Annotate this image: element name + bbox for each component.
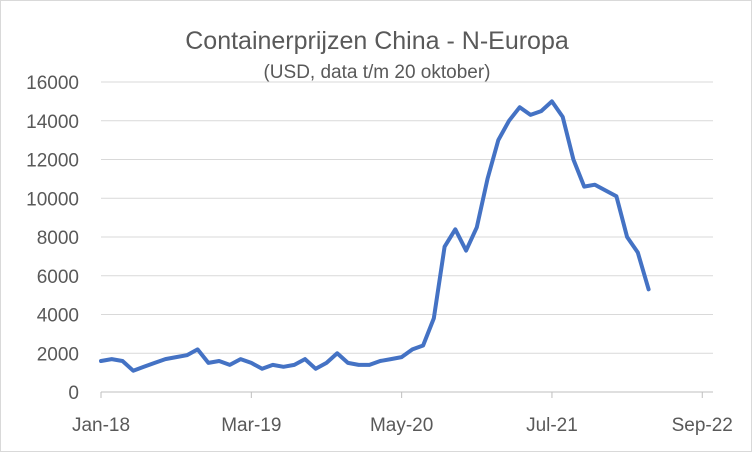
series-line — [99, 99, 651, 373]
x-tick-label: Jul-21 — [526, 415, 578, 436]
y-axis-ticks: 0 2000 4000 6000 8000 10000 12000 14000 16000 — [26, 73, 79, 404]
y-tick-label: 12000 — [26, 151, 79, 172]
x-tick-label: Mar-19 — [221, 415, 281, 436]
x-tick-label: Sep-22 — [672, 415, 733, 436]
y-tick-label: 8000 — [37, 228, 79, 249]
y-tick-label: 4000 — [37, 306, 79, 327]
x-axis: Jan-18 Mar-19 May-20 Jul-21 Sep-22 — [72, 391, 733, 436]
x-tick-label: May-20 — [370, 415, 433, 436]
y-tick-label: 6000 — [37, 267, 79, 288]
x-tick-label: Jan-18 — [72, 415, 130, 436]
y-tick-label: 16000 — [26, 73, 79, 94]
y-tick-label: 2000 — [37, 344, 79, 365]
y-tick-label: 0 — [68, 383, 79, 404]
chart-title: Containerprijzen China - N-Europa — [185, 27, 569, 55]
series-group — [99, 99, 651, 373]
y-tick-label: 10000 — [26, 189, 79, 210]
chart-subtitle: (USD, data t/m 20 oktober) — [263, 62, 490, 83]
grid-lines — [101, 81, 713, 354]
y-tick-label: 14000 — [26, 112, 79, 133]
